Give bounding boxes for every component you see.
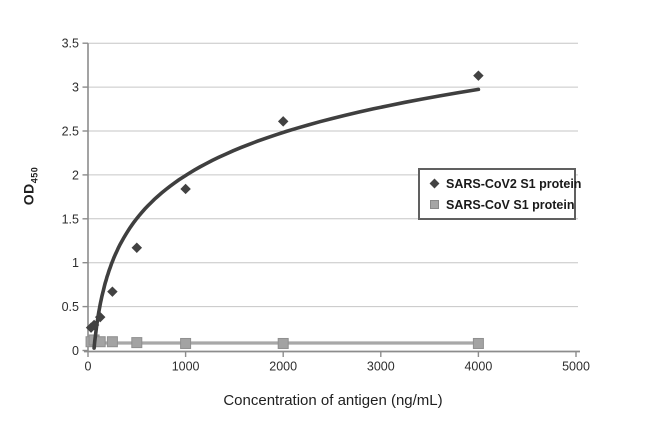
- y-axis-title: OD450: [21, 167, 40, 206]
- x-tick-label: 2000: [269, 360, 297, 374]
- cov2-data-point: [107, 286, 118, 297]
- x-tick-label: 5000: [562, 360, 590, 374]
- x-tick-label: 1000: [172, 360, 200, 374]
- legend: SARS-CoV2 S1 protein SARS-CoV S1 protein: [418, 168, 581, 220]
- cov2-data-point: [277, 116, 289, 127]
- cov2-data-point: [94, 311, 106, 323]
- y-tick-label: 0.5: [62, 300, 79, 314]
- y-axis-title-subscript: 450: [29, 166, 40, 184]
- cov-data-point: [106, 336, 118, 348]
- y-tick-label: 1: [72, 256, 79, 270]
- y-axis-title-text: OD: [20, 183, 37, 206]
- x-tick-label: 3000: [367, 360, 395, 374]
- cov-data-point: [472, 337, 484, 349]
- cov-data-point: [131, 337, 143, 349]
- cov-data-point: [277, 337, 289, 349]
- y-tick-label: 0: [72, 344, 79, 358]
- square-marker-icon: [430, 200, 439, 209]
- y-tick-label: 3.5: [62, 37, 79, 51]
- cov2-data-point: [180, 183, 191, 195]
- legend-label-cov2: SARS-CoV2 S1 protein: [446, 176, 582, 191]
- y-tick-label: 2: [72, 168, 79, 182]
- x-tick-label: 0: [85, 360, 92, 374]
- legend-item-cov2: SARS-CoV2 S1 protein: [429, 177, 581, 191]
- x-tick-label: 4000: [464, 360, 492, 374]
- legend-label-cov: SARS-CoV S1 protein: [446, 197, 575, 212]
- cov-data-point: [180, 337, 192, 349]
- y-tick-label: 1.5: [62, 212, 79, 226]
- cov2-data-point: [473, 70, 484, 81]
- cov2-trendline: [92, 87, 481, 350]
- x-axis-title: Concentration of antigen (ng/mL): [223, 392, 443, 409]
- cov2-data-point: [131, 242, 143, 254]
- cov2-data-point: [88, 319, 100, 331]
- legend-item-cov: SARS-CoV S1 protein: [429, 198, 575, 212]
- y-tick-label: 3: [72, 81, 79, 95]
- y-tick-label: 2.5: [62, 125, 79, 139]
- diamond-marker-icon: [429, 178, 440, 189]
